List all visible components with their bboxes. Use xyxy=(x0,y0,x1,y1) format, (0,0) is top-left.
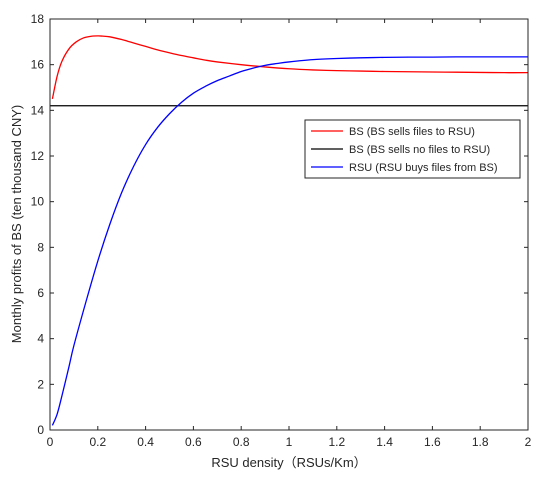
x-tick-label: 0.8 xyxy=(233,435,250,449)
y-tick-label: 0 xyxy=(37,423,44,437)
legend-label-2: BS (BS sells no files to RSU) xyxy=(349,144,490,156)
legend-label-3: RSU (RSU buys files from BS) xyxy=(349,162,498,174)
y-tick-label: 4 xyxy=(37,332,44,346)
legend: BS (BS sells files to RSU) BS (BS sells n… xyxy=(304,119,521,179)
series-layer xyxy=(50,35,529,426)
x-tick-label: 0.4 xyxy=(137,435,154,449)
y-axis-ticks: 0 2 4 6 8 10 12 14 16 18 xyxy=(31,12,528,437)
series-line-1 xyxy=(51,35,529,100)
x-tick-label: 0.2 xyxy=(89,435,106,449)
x-tick-label: 1.2 xyxy=(328,435,345,449)
legend-label-1: BS (BS sells files to RSU) xyxy=(349,126,475,138)
x-tick-label: 2 xyxy=(525,435,532,449)
x-tick-label: 0 xyxy=(47,435,54,449)
x-tick-label: 0.6 xyxy=(185,435,202,449)
x-axis-ticks: 0 0.2 0.4 0.6 0.8 1 1.2 1.4 1.6 1.8 2 xyxy=(47,19,532,449)
y-tick-label: 8 xyxy=(37,240,44,254)
y-tick-label: 18 xyxy=(31,12,45,26)
x-axis-label: RSU density（RSUs/Km） xyxy=(211,455,366,470)
y-tick-label: 6 xyxy=(37,286,44,300)
x-tick-label: 1.4 xyxy=(376,435,393,449)
y-tick-label: 16 xyxy=(31,58,45,72)
y-tick-label: 14 xyxy=(31,103,45,117)
y-tick-label: 2 xyxy=(37,377,44,391)
x-tick-label: 1 xyxy=(286,435,293,449)
y-axis-label: Monthly profits of BS (ten thousand CNY) xyxy=(9,105,24,343)
y-tick-label: 12 xyxy=(31,149,45,163)
x-tick-label: 1.6 xyxy=(424,435,441,449)
plot-area xyxy=(50,19,528,430)
x-tick-label: 1.8 xyxy=(472,435,489,449)
y-tick-label: 10 xyxy=(31,195,45,209)
series-line-3 xyxy=(51,56,528,426)
